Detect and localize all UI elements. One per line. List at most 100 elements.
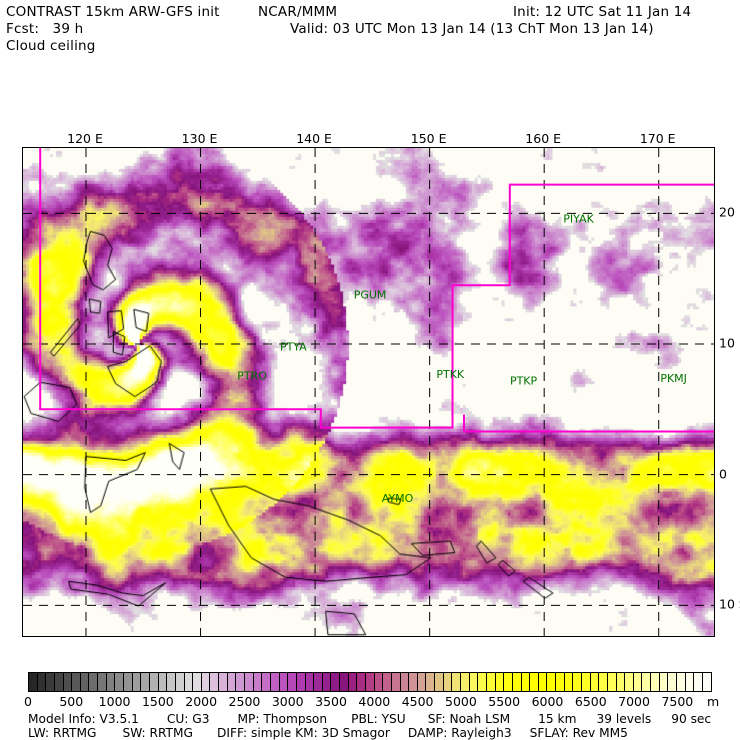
model-info-line-2: LW: RRTMG SW: RRTMG DIFF: simple KM: 3D Sm… bbox=[28, 727, 628, 739]
model-info-item: Model Info: V3.5.1 bbox=[28, 712, 139, 726]
colorbar-swatch bbox=[167, 673, 176, 691]
model-info-line-1: Model Info: V3.5.1 CU: G3 MP: Thompson PBL:… bbox=[28, 713, 711, 725]
colorbar-swatch bbox=[236, 673, 246, 691]
colorbar-swatch bbox=[659, 673, 669, 691]
colorbar-swatch bbox=[158, 673, 168, 691]
station-label-PGUM: PGUM bbox=[354, 288, 387, 301]
colorbar-swatch bbox=[625, 673, 634, 691]
colorbar bbox=[28, 672, 712, 692]
colorbar-tick-1000: 1000 bbox=[98, 694, 131, 709]
colorbar-tick-4500: 4500 bbox=[401, 694, 434, 709]
colorbar-swatch bbox=[599, 673, 608, 691]
cloud-ceiling-raster bbox=[23, 148, 714, 636]
colorbar-tick-6000: 6000 bbox=[531, 694, 564, 709]
colorbar-swatch bbox=[245, 673, 254, 691]
colorbar-swatch bbox=[547, 673, 557, 691]
colorbar-swatch bbox=[201, 673, 211, 691]
lon-tick-160: 160 E bbox=[525, 131, 562, 146]
colorbar-unit-label: m bbox=[707, 694, 720, 709]
station-label-PTKK: PTKK bbox=[436, 368, 465, 381]
model-info-item: PBL: YSU bbox=[351, 712, 406, 726]
lon-tick-130: 130 E bbox=[181, 131, 218, 146]
colorbar-swatch bbox=[314, 673, 323, 691]
model-info-item: LW: RRTMG bbox=[28, 726, 97, 740]
colorbar-swatch bbox=[400, 673, 410, 691]
colorbar-swatch bbox=[29, 673, 38, 691]
colorbar-swatch bbox=[582, 673, 591, 691]
lat-tick-1: 10 N bbox=[719, 335, 740, 351]
colorbar-swatch bbox=[556, 673, 565, 691]
colorbar-swatch bbox=[305, 673, 315, 691]
lon-tick-140: 140 E bbox=[296, 131, 332, 146]
colorbar-swatch bbox=[279, 673, 289, 691]
colorbar-tick-2500: 2500 bbox=[228, 694, 261, 709]
colorbar-tick-7000: 7000 bbox=[618, 694, 650, 709]
lat-tick-3: 10 S bbox=[719, 596, 740, 612]
colorbar-swatch bbox=[106, 673, 116, 691]
field-name-label: Cloud ceiling bbox=[6, 38, 96, 54]
colorbar-swatch bbox=[262, 673, 271, 691]
colorbar-swatch bbox=[219, 673, 228, 691]
model-title: CONTRAST 15km ARW-GFS init bbox=[6, 4, 220, 20]
model-info-item: SFLAY: Rev MM5 bbox=[529, 726, 628, 740]
colorbar-swatch bbox=[340, 673, 349, 691]
colorbar-swatch bbox=[573, 673, 582, 691]
forecast-hour: Fcst: 39 h bbox=[6, 21, 84, 37]
colorbar-swatch bbox=[685, 673, 695, 691]
colorbar-swatch bbox=[538, 673, 548, 691]
colorbar-tick-5000: 5000 bbox=[445, 694, 477, 709]
colorbar-swatch bbox=[288, 673, 297, 691]
lon-tick-120: 120 E bbox=[67, 131, 103, 146]
colorbar-tick-4000: 4000 bbox=[358, 694, 391, 709]
colorbar-swatch bbox=[495, 673, 505, 691]
colorbar-swatch bbox=[512, 673, 522, 691]
colorbar-swatch bbox=[98, 673, 107, 691]
valid-time: Valid: 03 UTC Mon 13 Jan 14 (13 ChT Mon … bbox=[290, 21, 654, 37]
colorbar-tick-5500: 5500 bbox=[488, 694, 521, 709]
colorbar-swatch bbox=[253, 673, 263, 691]
colorbar-swatch bbox=[417, 673, 427, 691]
lat-tick-2: 0 bbox=[719, 466, 727, 482]
model-info-item: MP: Thompson bbox=[237, 712, 328, 726]
model-info-item: CU: G3 bbox=[166, 712, 210, 726]
colorbar-swatch bbox=[486, 673, 496, 691]
colorbar-swatch bbox=[590, 673, 600, 691]
colorbar-swatch bbox=[677, 673, 686, 691]
colorbar-swatch bbox=[46, 673, 55, 691]
colorbar-tick-1500: 1500 bbox=[141, 694, 174, 709]
colorbar-tick-6500: 6500 bbox=[574, 694, 607, 709]
colorbar-swatch bbox=[322, 673, 332, 691]
model-info-item: 39 levels bbox=[596, 712, 652, 726]
colorbar-swatch bbox=[331, 673, 341, 691]
colorbar-tick-2000: 2000 bbox=[185, 694, 218, 709]
colorbar-swatch bbox=[72, 673, 81, 691]
colorbar-swatch bbox=[530, 673, 539, 691]
model-info-item: 90 sec bbox=[671, 712, 712, 726]
colorbar-swatch bbox=[702, 673, 711, 691]
station-label-PTYA: PTYA bbox=[280, 341, 307, 354]
colorbar-swatch bbox=[642, 673, 652, 691]
colorbar-swatch bbox=[227, 673, 237, 691]
colorbar-swatch bbox=[149, 673, 159, 691]
map-overlay: PGUM PTYA PTRO PTKK PTKP PKMJ PIYAK AYMO bbox=[23, 148, 714, 636]
colorbar-swatch bbox=[651, 673, 660, 691]
model-info-item: DAMP: Rayleigh3 bbox=[407, 726, 512, 740]
colorbar-swatch bbox=[374, 673, 384, 691]
colorbar-swatch bbox=[564, 673, 574, 691]
station-label-PTRO: PTRO bbox=[237, 369, 267, 382]
colorbar-swatch bbox=[426, 673, 436, 691]
colorbar-swatch bbox=[443, 673, 453, 691]
colorbar-tick-3000: 3000 bbox=[271, 694, 304, 709]
lat-tick-0: 20 N bbox=[719, 204, 740, 220]
colorbar-swatch bbox=[694, 673, 703, 691]
colorbar-swatch bbox=[365, 673, 375, 691]
colorbar-tick-0: 0 bbox=[24, 694, 32, 709]
colorbar-tick-500: 500 bbox=[59, 694, 84, 709]
colorbar-swatch bbox=[63, 673, 73, 691]
colorbar-swatch bbox=[124, 673, 133, 691]
colorbar-swatch bbox=[383, 673, 392, 691]
map-plot-frame: PGUM PTYA PTRO PTKK PTKP PKMJ PIYAK AYMO bbox=[22, 147, 715, 637]
colorbar-swatch bbox=[435, 673, 444, 691]
colorbar-swatch bbox=[409, 673, 418, 691]
colorbar-swatch bbox=[210, 673, 220, 691]
